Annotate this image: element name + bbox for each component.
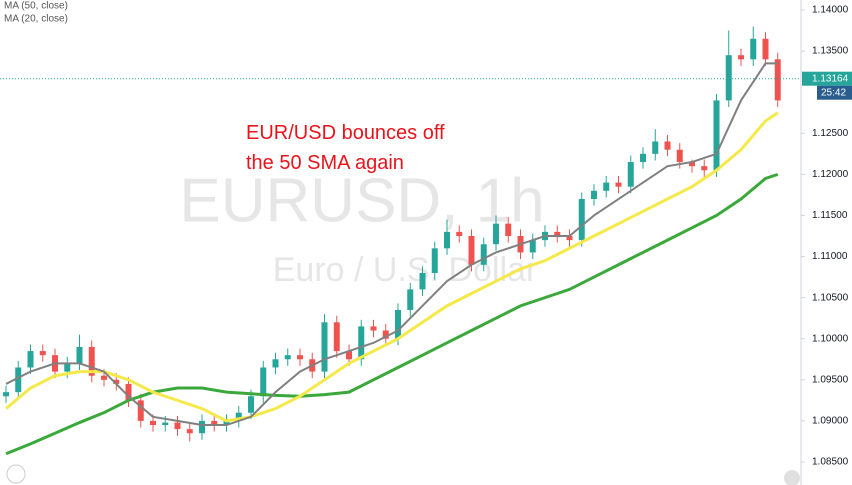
candle-body <box>39 351 46 356</box>
candle-body <box>64 363 71 372</box>
ma-line <box>5 111 779 423</box>
candle-body <box>382 330 389 339</box>
candle-body <box>566 236 573 241</box>
y-tick-label: 1.12000 <box>812 169 849 180</box>
candle-body <box>431 248 438 273</box>
candle-body <box>603 182 610 191</box>
countdown-label: 25:42 <box>821 87 846 98</box>
candle-body <box>211 420 218 426</box>
annotation: EUR/USD bounces off the 50 SMA again <box>246 122 445 174</box>
candle-body <box>101 375 107 380</box>
candle-body <box>407 289 414 310</box>
countdown-tag <box>817 85 852 100</box>
candle-body <box>333 322 340 352</box>
y-tick-label: 1.11500 <box>812 210 848 221</box>
y-tick-label: 1.10500 <box>812 292 849 303</box>
candle-body <box>664 141 671 150</box>
candle-body <box>627 162 634 187</box>
candle-body <box>113 379 120 384</box>
logo <box>784 470 800 485</box>
y-tick-label: 1.08500 <box>812 457 849 468</box>
candle-body <box>3 392 9 397</box>
candle-body <box>395 309 401 339</box>
last-price-label: 1.13164 <box>812 73 849 84</box>
candle-body <box>15 367 22 393</box>
candle-body <box>615 182 622 187</box>
candle-body <box>505 223 512 236</box>
candle-body <box>174 422 181 430</box>
candle-body <box>223 420 230 426</box>
candle-body <box>468 236 475 265</box>
candle-body <box>750 38 757 60</box>
ma-line <box>5 62 778 427</box>
annotation-box: EUR/USD bounces off the 50 SMA again <box>246 122 445 174</box>
candle-body <box>554 231 561 236</box>
candle-body <box>725 55 732 101</box>
candle-body <box>297 355 303 360</box>
candle-body <box>738 55 744 60</box>
candle-body <box>370 326 377 331</box>
candle-body <box>480 244 487 265</box>
candle-body <box>591 190 597 200</box>
candle-body <box>27 351 34 368</box>
candle-body <box>76 346 83 364</box>
y-tick-label: 1.14000 <box>812 5 849 16</box>
legend-entry: MA (20, close) <box>4 14 68 25</box>
candle-body <box>578 199 585 241</box>
y-tick-label: 1.09000 <box>812 416 849 427</box>
candle-body <box>162 422 169 426</box>
candle-body <box>150 420 156 426</box>
candle-body <box>640 153 646 163</box>
y-tick-label: 1.12500 <box>812 128 849 139</box>
ma-line <box>5 172 779 456</box>
candle-body <box>248 396 254 413</box>
candle-body <box>321 322 328 372</box>
candle-body <box>186 429 193 434</box>
candle-body <box>689 162 695 167</box>
candle-body <box>346 351 352 360</box>
candle-body <box>272 359 279 368</box>
watermark: EURUSD, 1h <box>179 166 544 235</box>
candle-body <box>713 100 720 171</box>
watermark-subtitle: Euro / U.S. Dollar <box>273 251 538 289</box>
candle-body <box>260 367 267 397</box>
y-tick-label: 1.11000 <box>812 251 848 262</box>
candle-body <box>529 240 536 253</box>
candle-body <box>419 272 426 290</box>
candle-body <box>235 412 242 421</box>
settings-icon[interactable] <box>6 464 26 484</box>
candle-body <box>456 231 463 236</box>
candle-body <box>652 141 659 154</box>
price-axis: 1.14000 1.13500 1.12500 1.12000 1.11500 1.110… <box>801 5 849 468</box>
candle-body <box>774 59 781 101</box>
last-price-tag <box>802 71 852 86</box>
legend-entry: MA (50, close) <box>4 1 68 12</box>
candle-body <box>701 166 708 171</box>
candle-body <box>444 231 450 249</box>
candle-body <box>284 355 291 360</box>
candle-body <box>358 326 365 360</box>
candle-body <box>762 38 769 60</box>
y-tick-label: 1.13500 <box>812 46 849 57</box>
candle-body <box>137 400 144 421</box>
candle-body <box>88 346 95 376</box>
candle-body <box>125 383 132 401</box>
y-tick-label: 1.10000 <box>812 333 849 344</box>
candle-body <box>493 223 499 245</box>
candle-body <box>676 149 683 163</box>
candle-body <box>199 420 205 434</box>
plot <box>3 26 781 456</box>
y-tick-label: 1.09500 <box>812 374 849 385</box>
